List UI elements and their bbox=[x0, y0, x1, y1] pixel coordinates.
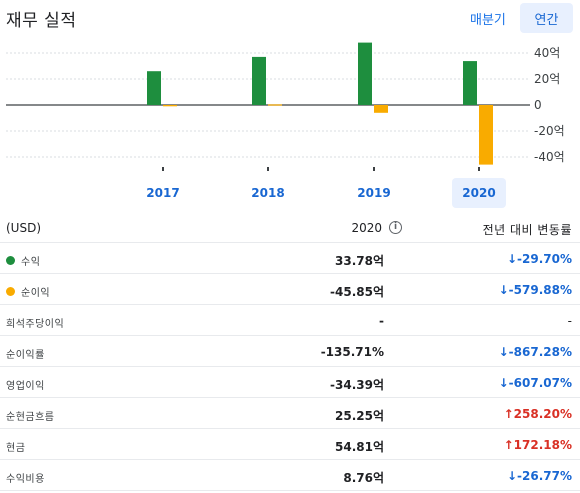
x-tick-mark bbox=[373, 167, 375, 171]
financial-table: (USD) 2020 i 전년 대비 변동률 수익 33.78억 ↓-29.70% 순… bbox=[0, 212, 580, 491]
row-value: -135.71% bbox=[320, 345, 384, 359]
row-label-text: 수익비용 bbox=[6, 474, 45, 485]
row-change: ↓-26.77% bbox=[506, 469, 572, 483]
row-value: -45.85억 bbox=[330, 285, 384, 299]
x-tick-mark bbox=[267, 167, 269, 171]
bar-net-income-2018 bbox=[268, 104, 282, 106]
row-value: - bbox=[379, 314, 384, 328]
table-row: 수익비용 8.76억 ↓-26.77% bbox=[0, 460, 580, 491]
header: 재무 실적 매분기 연간 bbox=[0, 0, 580, 36]
table-header: (USD) 2020 i 전년 대비 변동률 bbox=[0, 212, 580, 243]
row-label-text: 희석주당이익 bbox=[6, 319, 65, 330]
row-value: 33.78억 bbox=[335, 254, 384, 268]
bar-revenue-2019 bbox=[358, 42, 372, 105]
year-tab-2017[interactable]: 2017 bbox=[146, 186, 180, 200]
row-label: 수익 bbox=[6, 253, 40, 268]
year-column-header: 2020 bbox=[351, 221, 382, 235]
table-row: 순현금흐름 25.25억 ↑258.20% bbox=[0, 398, 580, 429]
bar-net-income-2019 bbox=[374, 105, 388, 113]
row-label-text: 수익 bbox=[21, 257, 41, 268]
row-label: 영업이익 bbox=[6, 377, 45, 392]
table-row: 희석주당이익 - - bbox=[0, 305, 580, 336]
bar-net-income-2017 bbox=[163, 105, 177, 107]
row-label: 현금 bbox=[6, 439, 25, 454]
financial-bar-chart: 40억 20억 0 -20억 -40억 bbox=[6, 42, 565, 171]
row-label-text: 현금 bbox=[6, 443, 26, 454]
table-row: 현금 54.81억 ↑172.18% bbox=[0, 429, 580, 460]
row-label: 순이익 bbox=[6, 284, 50, 299]
row-change: ↓-607.07% bbox=[498, 376, 572, 390]
table-row: 수익 33.78억 ↓-29.70% bbox=[0, 243, 580, 274]
row-label-text: 순이익률 bbox=[6, 350, 45, 361]
change-column-header: 전년 대비 변동률 bbox=[482, 223, 572, 237]
y-tick-label: 0 bbox=[534, 98, 542, 112]
page-title: 재무 실적 bbox=[6, 11, 77, 31]
row-change: ↓-29.70% bbox=[506, 252, 572, 266]
year-tab-2018[interactable]: 2018 bbox=[251, 186, 285, 200]
table-row: 영업이익 -34.39억 ↓-607.07% bbox=[0, 367, 580, 398]
currency-label: (USD) bbox=[6, 221, 42, 235]
y-tick-label: 20억 bbox=[534, 72, 560, 86]
year-tab-2019[interactable]: 2019 bbox=[357, 186, 391, 200]
y-tick-label: 40억 bbox=[534, 46, 560, 60]
row-change: ↓-867.28% bbox=[498, 345, 572, 359]
info-icon[interactable]: i bbox=[389, 221, 402, 234]
bar-revenue-2018 bbox=[252, 56, 266, 105]
row-label: 순이익률 bbox=[6, 346, 45, 361]
x-tick-mark bbox=[478, 167, 480, 171]
bar-net-income-2020 bbox=[479, 105, 493, 165]
row-value: 8.76억 bbox=[343, 471, 384, 485]
bar-revenue-2020 bbox=[463, 61, 477, 105]
quarterly-button[interactable]: 매분기 bbox=[470, 13, 506, 28]
row-label: 수익비용 bbox=[6, 470, 45, 485]
legend-dot-icon bbox=[6, 256, 15, 265]
row-label-text: 순이익 bbox=[21, 288, 51, 299]
year-tabs: 2017 2018 2019 2020 bbox=[0, 178, 580, 208]
bar-revenue-2017 bbox=[147, 71, 161, 105]
annual-button[interactable]: 연간 bbox=[520, 3, 573, 33]
year-tab-2020[interactable]: 2020 bbox=[452, 178, 506, 208]
table-row: 순이익 -45.85억 ↓-579.88% bbox=[0, 274, 580, 305]
y-tick-label: -40억 bbox=[534, 150, 565, 164]
row-label: 희석주당이익 bbox=[6, 315, 64, 330]
table-row: 순이익률 -135.71% ↓-867.28% bbox=[0, 336, 580, 367]
row-change: ↑258.20% bbox=[503, 407, 572, 421]
row-label: 순현금흐름 bbox=[6, 408, 55, 423]
row-value: 54.81억 bbox=[335, 440, 384, 454]
x-tick-mark bbox=[162, 167, 164, 171]
row-label-text: 영업이익 bbox=[6, 381, 45, 392]
row-change: - bbox=[567, 314, 572, 328]
row-change: ↓-579.88% bbox=[498, 283, 572, 297]
legend-dot-icon bbox=[6, 287, 15, 296]
table-body: 수익 33.78억 ↓-29.70% 순이익 -45.85억 ↓-579.88% 희석주당이… bbox=[0, 243, 580, 491]
row-value: -34.39억 bbox=[330, 378, 384, 392]
y-tick-label: -20억 bbox=[534, 124, 565, 138]
row-label-text: 순현금흐름 bbox=[6, 412, 55, 423]
row-value: 25.25억 bbox=[335, 409, 384, 423]
row-change: ↑172.18% bbox=[503, 438, 572, 452]
